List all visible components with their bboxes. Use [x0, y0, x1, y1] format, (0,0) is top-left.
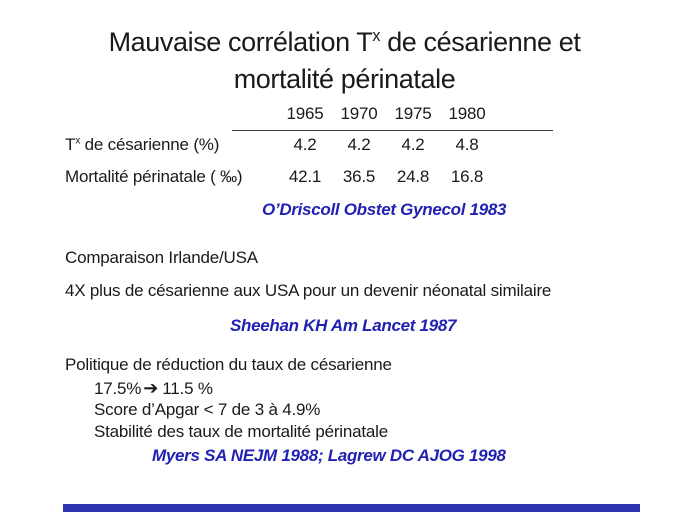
citation-odriscoll: O’Driscoll Obstet Gynecol 1983	[262, 200, 507, 219]
citation-myers-lagrew: Myers SA NEJM 1988; Lagrew DC AJOG 1998	[152, 446, 506, 465]
cell-value: 24.8	[396, 167, 430, 186]
policy-stability-line: Stabilité des taux de mortalité périnata…	[94, 422, 388, 441]
cell-value: 36.5	[342, 167, 376, 186]
label-superscript: x	[75, 135, 81, 147]
citation-sheehan: Sheehan KH Am Lancet 1987	[230, 316, 457, 335]
cell-value: 4.2	[347, 135, 371, 154]
year-header: 1970	[340, 104, 378, 123]
policy-apgar-line: Score d’Apgar < 7 de 3 à 4.9%	[94, 400, 321, 419]
cell-value: 42.1	[288, 167, 322, 186]
year-header: 1975	[394, 104, 432, 123]
table-row-mortality-values: 42.1 36.5 24.8 16.8	[278, 167, 494, 187]
cell-value: 4.2	[293, 135, 317, 154]
title-line2: mortalité périnatale	[233, 64, 456, 94]
cell-value: 4.8	[455, 135, 479, 154]
table-row-cesarean-values: 4.2 4.2 4.2 4.8	[278, 135, 494, 155]
footer-accent-bar	[63, 504, 640, 512]
cell-value: 4.2	[401, 135, 425, 154]
cell-value: 16.8	[450, 167, 484, 186]
year-header: 1965	[286, 104, 324, 123]
rate-from: 17.5%	[94, 379, 142, 398]
rate-to: 11.5 %	[162, 379, 213, 398]
title-superscript: x	[372, 27, 381, 45]
year-header: 1980	[448, 104, 486, 123]
policy-heading: Politique de réduction du taux de césari…	[65, 355, 392, 374]
table-year-header-row: 1965 1970 1975 1980	[278, 104, 494, 124]
arrow-right-icon: ➔	[143, 378, 159, 398]
table-header-rule	[232, 130, 553, 131]
table-row-label-mortality: Mortalité périnatale ( ‰)	[65, 167, 243, 186]
title-line1: Mauvaise corrélation Tx de césarienne et	[108, 27, 581, 57]
comparison-line-1: Comparaison Irlande/USA	[65, 248, 258, 267]
policy-rate-change-line: 17.5% ➔ 11.5 %	[94, 378, 213, 399]
comparison-line-2: 4X plus de césarienne aux USA pour un de…	[65, 281, 552, 300]
table-row-label-cesarean: Tx de césarienne (%)	[65, 135, 220, 154]
slide-title: Mauvaise corrélation Tx de césarienne et…	[0, 24, 689, 98]
